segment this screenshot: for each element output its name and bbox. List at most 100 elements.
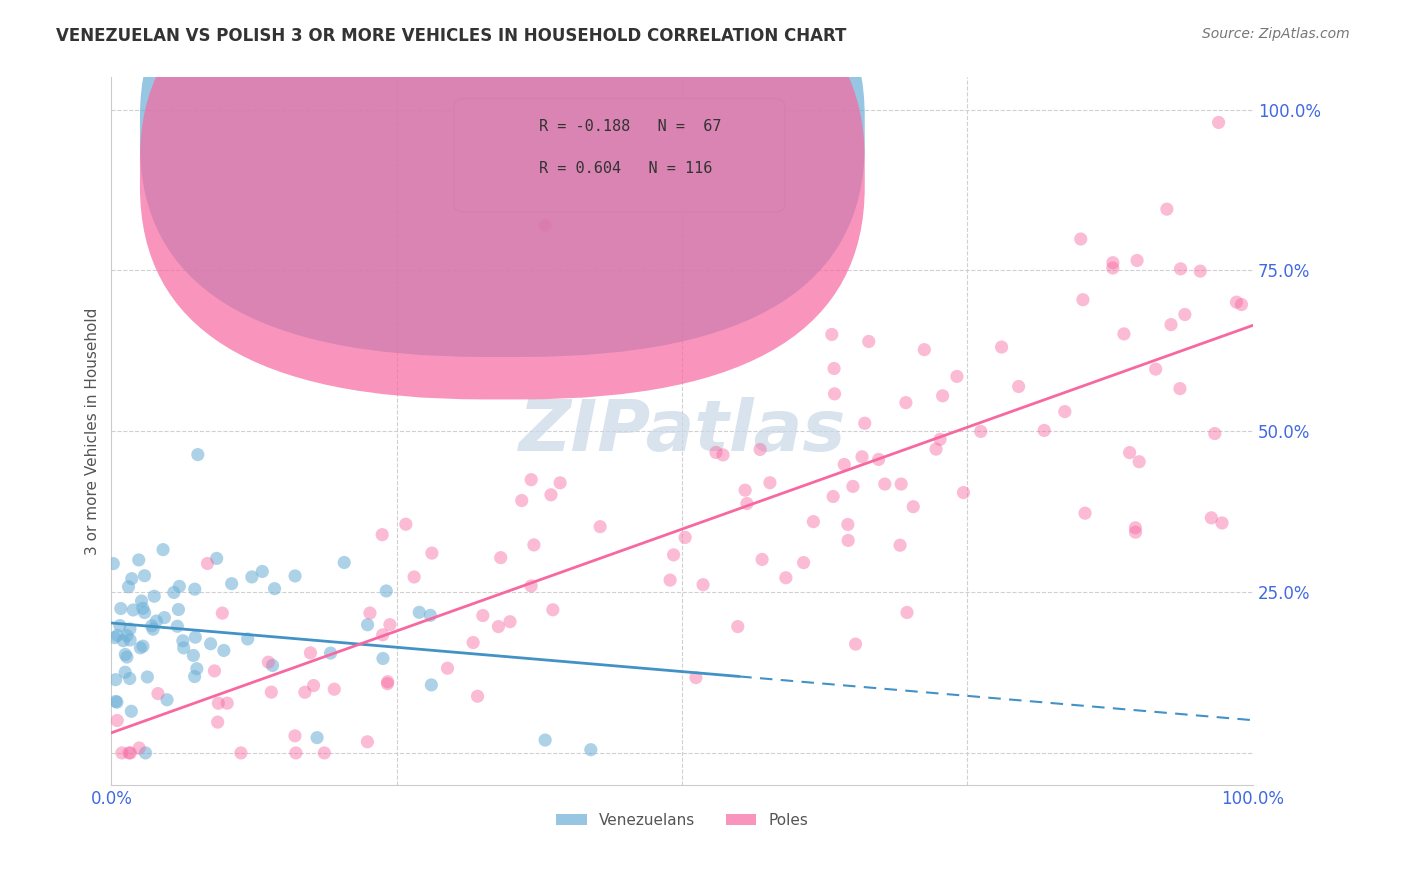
Venezuelans — [132, 601, 155, 615]
Poles — [1126, 253, 1149, 268]
Venezuelans — [166, 619, 188, 633]
Poles — [821, 327, 844, 342]
Poles — [371, 628, 394, 642]
Venezuelans — [236, 632, 259, 646]
Poles — [359, 606, 381, 620]
Poles — [853, 417, 876, 431]
Venezuelans — [142, 622, 165, 636]
Poles — [1211, 516, 1233, 530]
Venezuelans — [134, 568, 156, 582]
Venezuelans — [115, 650, 138, 665]
Poles — [858, 334, 880, 349]
Poles — [1118, 445, 1140, 459]
Venezuelans — [112, 633, 135, 648]
Poles — [704, 445, 727, 459]
Poles — [685, 671, 707, 685]
Venezuelans — [129, 640, 152, 655]
Venezuelans — [128, 553, 150, 567]
Venezuelans — [184, 582, 207, 596]
Poles — [510, 493, 533, 508]
Poles — [523, 538, 546, 552]
Text: VENEZUELAN VS POLISH 3 OR MORE VEHICLES IN HOUSEHOLD CORRELATION CHART: VENEZUELAN VS POLISH 3 OR MORE VEHICLES … — [56, 27, 846, 45]
Poles — [197, 557, 219, 571]
Poles — [894, 395, 917, 409]
Venezuelans — [134, 606, 156, 620]
Poles — [589, 519, 612, 533]
Venezuelans — [183, 669, 205, 683]
Poles — [356, 735, 378, 749]
Poles — [889, 538, 911, 552]
Poles — [1071, 293, 1094, 307]
Poles — [371, 527, 394, 541]
Venezuelans — [534, 733, 557, 747]
Venezuelans — [167, 602, 190, 616]
Poles — [692, 577, 714, 591]
Venezuelans — [104, 673, 127, 687]
Poles — [793, 556, 815, 570]
Text: ZIPatlas: ZIPatlas — [519, 397, 846, 466]
Poles — [105, 714, 128, 728]
Poles — [1156, 202, 1178, 216]
Venezuelans — [319, 646, 342, 660]
Venezuelans — [156, 693, 179, 707]
Venezuelans — [115, 629, 138, 643]
Venezuelans — [122, 603, 145, 617]
Poles — [436, 661, 458, 675]
Poles — [229, 746, 252, 760]
Venezuelans — [205, 551, 228, 566]
Poles — [260, 685, 283, 699]
Poles — [1112, 326, 1135, 341]
Poles — [299, 646, 322, 660]
Poles — [377, 676, 399, 690]
Venezuelans — [114, 665, 136, 680]
Venezuelans — [136, 670, 159, 684]
Venezuelans — [105, 695, 128, 709]
Venezuelans — [118, 672, 141, 686]
Poles — [548, 475, 571, 490]
Poles — [1101, 260, 1123, 275]
Venezuelans — [118, 622, 141, 636]
Poles — [775, 571, 797, 585]
Poles — [489, 550, 512, 565]
Venezuelans — [187, 448, 209, 462]
Poles — [534, 219, 557, 233]
Poles — [749, 442, 772, 457]
Poles — [120, 746, 142, 760]
Poles — [1189, 264, 1212, 278]
Poles — [499, 615, 522, 629]
Poles — [659, 573, 682, 587]
Poles — [970, 425, 993, 439]
Poles — [925, 442, 948, 456]
Venezuelans — [356, 617, 378, 632]
Venezuelans — [183, 648, 205, 663]
Venezuelans — [135, 746, 157, 760]
FancyBboxPatch shape — [141, 0, 865, 357]
Poles — [284, 729, 307, 743]
Poles — [673, 531, 696, 545]
Poles — [1074, 506, 1097, 520]
Venezuelans — [110, 601, 132, 615]
Venezuelans — [173, 640, 195, 655]
Venezuelans — [108, 618, 131, 632]
Poles — [751, 552, 773, 566]
Venezuelans — [172, 633, 194, 648]
Poles — [284, 746, 307, 760]
Venezuelans — [284, 569, 307, 583]
Venezuelans — [200, 637, 222, 651]
Venezuelans — [141, 619, 163, 633]
Venezuelans — [131, 594, 153, 608]
Poles — [128, 741, 150, 756]
Venezuelans — [420, 678, 443, 692]
Poles — [486, 619, 509, 633]
Poles — [294, 685, 316, 699]
Venezuelans — [114, 648, 136, 662]
Poles — [1170, 261, 1192, 276]
Poles — [1128, 455, 1150, 469]
Venezuelans — [221, 576, 243, 591]
Poles — [903, 500, 925, 514]
Poles — [395, 517, 418, 532]
Poles — [520, 473, 543, 487]
Venezuelans — [262, 658, 284, 673]
Venezuelans — [152, 542, 174, 557]
Venezuelans — [120, 704, 142, 718]
